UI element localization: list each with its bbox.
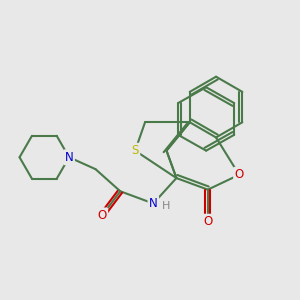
Text: O: O (235, 168, 244, 181)
Text: N: N (149, 197, 158, 210)
Text: N: N (65, 151, 74, 164)
Text: O: O (203, 215, 212, 228)
Text: O: O (98, 209, 107, 222)
Text: H: H (162, 201, 170, 211)
Text: S: S (131, 144, 139, 157)
